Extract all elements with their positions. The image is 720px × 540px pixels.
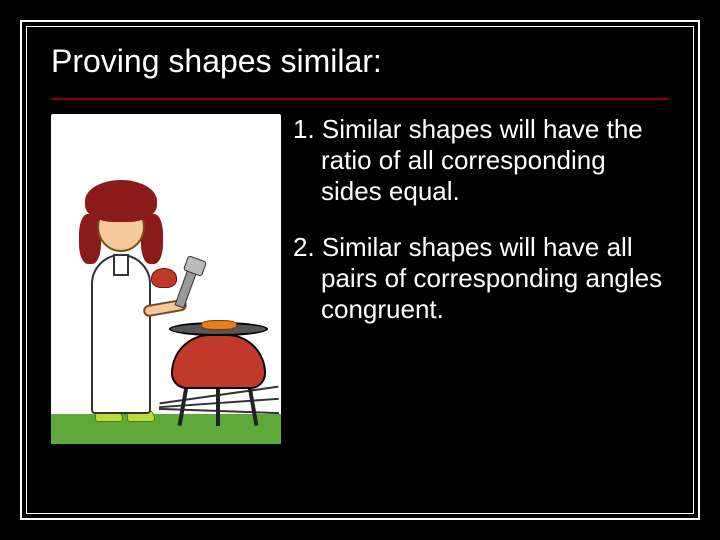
slide-title: Proving shapes similar: [51, 43, 669, 90]
content-row: 1. Similar shapes will have the ratio of… [51, 114, 669, 474]
steak [151, 268, 177, 288]
grill-body [171, 334, 266, 389]
point-number: 2. [293, 232, 315, 262]
slide-outer-frame: Proving shapes similar: [20, 20, 700, 520]
point-text: Similar shapes will have the ratio of al… [321, 114, 643, 206]
point-number: 1. [293, 114, 315, 144]
point-1: 1. Similar shapes will have the ratio of… [293, 114, 669, 208]
point-2: 2. Similar shapes will have all pairs of… [293, 232, 669, 326]
grill-leg [216, 386, 220, 426]
points-list: 1. Similar shapes will have the ratio of… [293, 114, 669, 474]
apron [91, 254, 151, 414]
grass [51, 414, 281, 444]
grill-food [201, 320, 237, 330]
point-text: Similar shapes will have all pairs of co… [321, 232, 662, 324]
apron-strap [113, 254, 129, 276]
grilling-clipart [51, 114, 281, 444]
slide-inner-frame: Proving shapes similar: [26, 26, 694, 514]
title-divider [51, 98, 669, 100]
hair [85, 180, 157, 222]
